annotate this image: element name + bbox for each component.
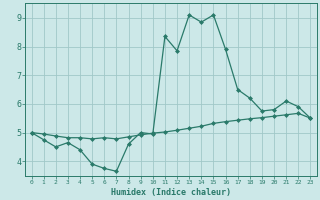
X-axis label: Humidex (Indice chaleur): Humidex (Indice chaleur) — [111, 188, 231, 197]
